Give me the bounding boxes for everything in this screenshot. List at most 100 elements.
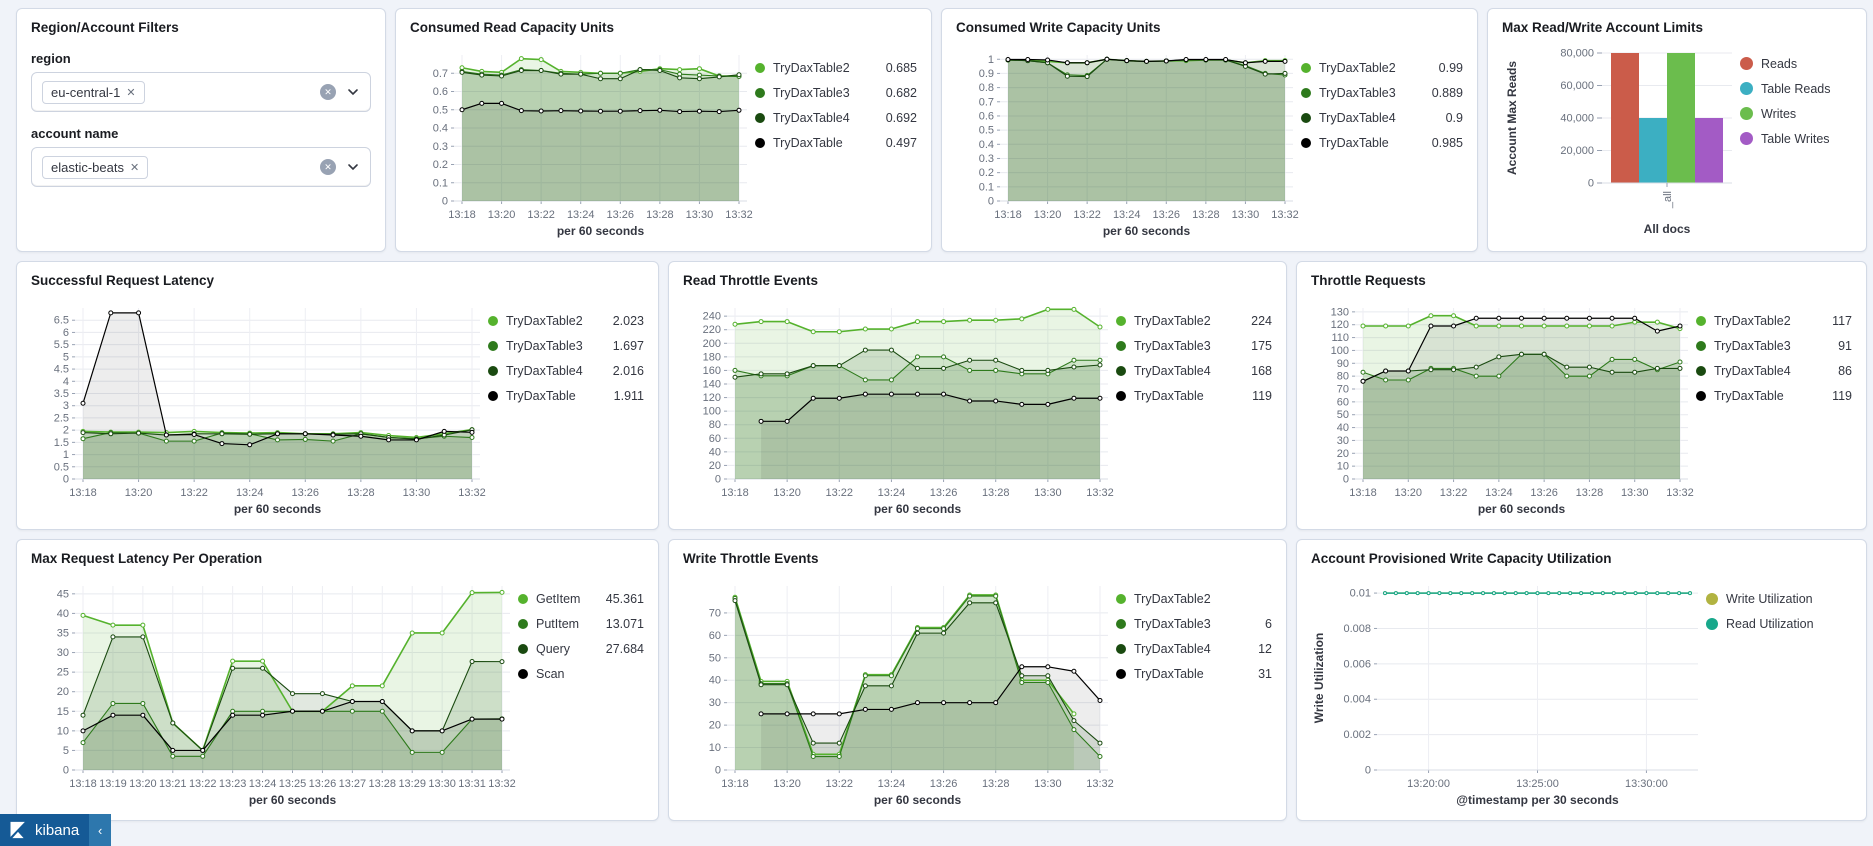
svg-text:0: 0 (1365, 765, 1371, 777)
svg-text:13:32: 13:32 (488, 778, 516, 790)
panel-region-account-filters: Region/Account Filters region eu-central… (16, 8, 386, 252)
legend-series-dot-icon (1116, 390, 1126, 401)
legend-series-dot-icon (755, 62, 765, 73)
panel-title: Account Provisioned Write Capacity Utili… (1311, 551, 1612, 566)
svg-text:10: 10 (709, 742, 721, 754)
legend-series-dot-icon (1116, 643, 1126, 654)
svg-text:0: 0 (988, 196, 994, 208)
svg-text:0.1: 0.1 (979, 181, 994, 193)
chart-legend: TryDaxTable2 0.99 TryDaxTable3 0.889 TryDaxT… (1301, 41, 1463, 241)
svg-text:0.4: 0.4 (979, 139, 994, 151)
legend-series-name: TryDaxTable4 (1319, 110, 1396, 125)
svg-text:13:20: 13:20 (773, 778, 801, 790)
svg-text:13:30: 13:30 (1034, 778, 1062, 790)
remove-tag-icon[interactable]: ✕ (129, 161, 140, 174)
legend-series-name: TryDaxTable2 (1134, 591, 1211, 606)
legend-series-value: 1.697 (612, 338, 644, 353)
successful-request-latency-chart[interactable]: 0 0.5 1 1.5 2 2.5 3 3.5 4 4.5 5 5.5 6 6.5 13:18 13:20 13… (31, 294, 488, 519)
svg-text:50: 50 (709, 652, 721, 664)
svg-text:13:20: 13:20 (488, 209, 516, 221)
legend-series-value: 0.692 (885, 110, 917, 125)
max-request-latency-chart[interactable]: 0 5 10 15 20 25 30 35 40 45 13:18 13:19 13:20 13:21 13… (31, 572, 518, 810)
svg-text:200: 200 (703, 338, 721, 350)
svg-text:13:32: 13:32 (1271, 209, 1299, 221)
legend-series-name: Scan (536, 666, 565, 681)
svg-text:25: 25 (57, 667, 69, 679)
legend-series-value: 117 (1832, 313, 1852, 328)
legend-series-value: 119 (1832, 388, 1852, 403)
write-capacity-utilization-chart[interactable]: 0 0.002 0.004 0.006 0.008 0.01 13:20:00 13:25:0… (1311, 572, 1706, 810)
svg-text:13:32: 13:32 (1666, 487, 1694, 499)
account-limits-bar-chart[interactable]: 0 20,000 40,000 60,000 80,000 _all Account Max… (1502, 41, 1740, 241)
legend-series-name: TryDaxTable3 (1134, 616, 1211, 631)
legend-series-dot-icon (1740, 107, 1753, 120)
legend-series-value: 168 (1251, 363, 1272, 378)
legend-item: TryDaxTable4 0.9 (1301, 105, 1463, 130)
throttle-requests-chart[interactable]: 0 10 20 30 40 50 60 70 80 90 100 110 120 130 13:18 13:2… (1311, 294, 1696, 519)
account-name-combobox[interactable]: elastic-beats ✕ ✕ (31, 147, 371, 187)
svg-text:60,000: 60,000 (1560, 80, 1594, 92)
legend-series-dot-icon (1116, 668, 1126, 679)
legend-series-name: TryDaxTable4 (1134, 363, 1211, 378)
legend-series-dot-icon (1301, 112, 1311, 123)
clear-selection-icon[interactable]: ✕ (320, 84, 336, 100)
clear-selection-icon[interactable]: ✕ (320, 159, 336, 175)
svg-text:13:28: 13:28 (369, 778, 397, 790)
svg-text:0: 0 (715, 765, 721, 777)
svg-text:13:22: 13:22 (180, 487, 208, 499)
legend-series-name: TryDaxTable2 (506, 313, 583, 328)
svg-text:3.5: 3.5 (54, 388, 69, 400)
chevron-down-icon[interactable] (346, 85, 360, 99)
svg-text:13:22: 13:22 (527, 209, 555, 221)
legend-item: GetItem 45.361 (518, 586, 644, 611)
svg-text:10: 10 (57, 725, 69, 737)
account-selected-pill[interactable]: elastic-beats ✕ (42, 155, 149, 179)
region-combobox[interactable]: eu-central-1 ✕ ✕ (31, 72, 371, 112)
legend-series-dot-icon (1116, 340, 1126, 351)
svg-text:13:18: 13:18 (721, 487, 749, 499)
region-selected-pill[interactable]: eu-central-1 ✕ (42, 80, 145, 104)
svg-text:20: 20 (1337, 448, 1349, 460)
legend-item: TryDaxTable3 0.682 (755, 80, 917, 105)
collapse-nav-button[interactable]: ‹ (89, 814, 112, 846)
svg-text:0.6: 0.6 (433, 86, 448, 98)
svg-text:4.5: 4.5 (54, 364, 69, 376)
svg-text:13:18: 13:18 (448, 209, 476, 221)
read-throttle-events-chart[interactable]: 0 20 40 60 80 100 120 140 160 180 200 220 240 13:18 13… (683, 294, 1116, 519)
legend-series-name: TryDaxTable2 (1319, 60, 1396, 75)
kibana-nav-badge: kibana ‹ (0, 814, 112, 846)
legend-series-name: TryDaxTable3 (506, 338, 583, 353)
panel-title: Max Request Latency Per Operation (31, 551, 263, 566)
write-throttle-events-chart[interactable]: 0 10 20 30 40 50 60 70 13:18 13:20 13:22 13:24 13:26… (683, 572, 1116, 810)
chevron-down-icon[interactable] (346, 160, 360, 174)
svg-text:13:24: 13:24 (878, 487, 906, 499)
legend-series-name: GetItem (536, 591, 581, 606)
svg-text:6: 6 (63, 327, 69, 339)
svg-text:_all: _all (1662, 191, 1674, 209)
svg-text:5: 5 (63, 351, 69, 363)
legend-item: TryDaxTable4 2.016 (488, 358, 644, 383)
svg-text:0: 0 (1588, 178, 1594, 190)
panel-title: Max Read/Write Account Limits (1502, 20, 1704, 35)
remove-tag-icon[interactable]: ✕ (126, 86, 136, 99)
legend-item: TryDaxTable3 175 (1116, 333, 1272, 358)
svg-text:0: 0 (715, 474, 721, 486)
legend-series-value: 0.985 (1431, 135, 1463, 150)
svg-text:13:22: 13:22 (1073, 209, 1101, 221)
consumed-read-chart[interactable]: 0 0.1 0.2 0.3 0.4 0.5 0.6 0.7 13:18 13:20 13:22 13:… (410, 41, 755, 241)
svg-text:40: 40 (709, 446, 721, 458)
svg-text:13:28: 13:28 (982, 778, 1010, 790)
svg-text:0.3: 0.3 (979, 153, 994, 165)
svg-text:90: 90 (1337, 358, 1349, 370)
svg-text:100: 100 (703, 406, 721, 418)
svg-text:13:24: 13:24 (567, 209, 595, 221)
legend-series-value: 224 (1251, 313, 1272, 328)
svg-text:13:30:00: 13:30:00 (1625, 778, 1668, 790)
filter-label-account-name: account name (31, 126, 119, 141)
svg-text:40: 40 (1337, 422, 1349, 434)
consumed-write-chart[interactable]: 0 0.1 0.2 0.3 0.4 0.5 0.6 0.7 0.8 0.9 1 13:18 13:20 1… (956, 41, 1301, 241)
kibana-logo-area: kibana (0, 814, 90, 846)
svg-text:13:22: 13:22 (826, 487, 854, 499)
svg-text:4: 4 (63, 376, 69, 388)
svg-text:13:24: 13:24 (878, 778, 906, 790)
